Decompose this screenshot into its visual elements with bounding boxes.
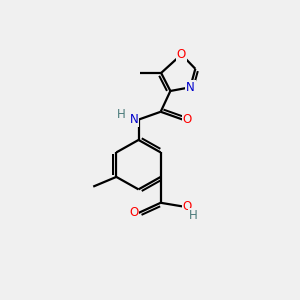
Text: O: O <box>129 206 139 219</box>
Text: H: H <box>117 108 126 121</box>
Text: O: O <box>183 200 192 213</box>
Text: O: O <box>177 48 186 61</box>
Text: H: H <box>189 209 198 222</box>
Text: O: O <box>183 113 192 126</box>
Text: N: N <box>130 113 139 126</box>
Text: N: N <box>186 81 195 94</box>
